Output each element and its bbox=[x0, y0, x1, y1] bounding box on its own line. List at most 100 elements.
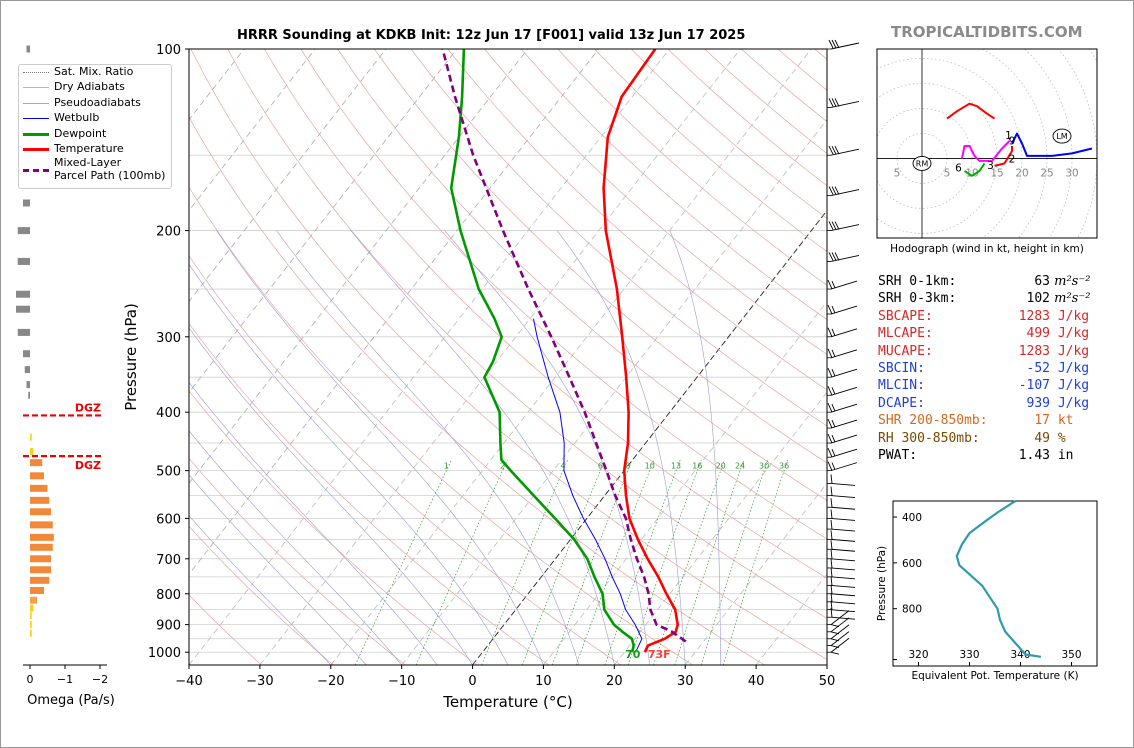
wind-barb bbox=[827, 448, 858, 458]
barb-flag bbox=[831, 434, 836, 443]
stat-unit: J/kg bbox=[1050, 395, 1090, 411]
wind-barb bbox=[827, 608, 856, 620]
hodograph-plot-area: 5 5 10 15 20 25 30 RM LM 19 3 2 6 bbox=[877, 49, 1097, 238]
barb-flag bbox=[830, 567, 833, 577]
barb-flag bbox=[831, 98, 837, 107]
profile-temperature bbox=[602, 49, 679, 653]
y-tick-label: 1000 bbox=[148, 646, 181, 661]
wind-barb bbox=[827, 637, 850, 655]
dry-adiabat bbox=[190, 49, 827, 660]
barb-flag bbox=[830, 509, 833, 519]
mixing-ratio-label: 2 bbox=[500, 462, 505, 471]
stat-label: SBCAPE: bbox=[878, 308, 933, 324]
stat-row: MUCAPE: 1283 J/kg bbox=[878, 343, 1090, 360]
wind-barb bbox=[827, 530, 856, 542]
omega-bar bbox=[30, 555, 51, 563]
wind-barb bbox=[827, 509, 856, 521]
hodograph-ring-label: 30 bbox=[1065, 167, 1078, 179]
stat-label: DCAPE: bbox=[878, 395, 925, 411]
x-tick-label: 30 bbox=[677, 674, 694, 689]
barb-flag bbox=[827, 402, 833, 413]
moist-adiabat bbox=[444, 230, 651, 665]
barb-flag bbox=[828, 146, 834, 155]
barb-flag bbox=[834, 186, 840, 195]
wind-barb bbox=[827, 98, 860, 108]
barb-flag bbox=[831, 419, 836, 428]
wind-barb bbox=[827, 461, 858, 472]
barb-flag bbox=[830, 549, 833, 559]
wind-barb bbox=[827, 252, 860, 262]
x-tick-label: −30 bbox=[246, 674, 273, 689]
isotherm-line bbox=[189, 49, 387, 303]
stat-unit: J/kg bbox=[1050, 326, 1090, 342]
omega-bar bbox=[30, 629, 32, 637]
omega-bar bbox=[17, 328, 30, 336]
wind-barb bbox=[827, 474, 856, 486]
wind-barb bbox=[827, 540, 856, 552]
skewt-plot-area: 1 2 4 6 8 10 13 16 20 24 30 36 bbox=[189, 49, 827, 665]
chart-title: HRRR Sounding at KDKB Init: 12z Jun 17 [… bbox=[237, 28, 746, 43]
moist-adiabat bbox=[556, 230, 686, 665]
hodograph-ring-label: 10 bbox=[965, 167, 978, 179]
omega-bar bbox=[23, 199, 30, 207]
dry-adiabat bbox=[189, 525, 334, 665]
dry-adiabat bbox=[189, 116, 765, 665]
omega-bar bbox=[30, 508, 51, 516]
moist-adiabat bbox=[189, 515, 332, 665]
hodograph-ring-label: 5 bbox=[944, 167, 951, 179]
barb-flag bbox=[831, 403, 836, 412]
stat-value: 17 bbox=[1034, 413, 1050, 429]
omega-bar bbox=[26, 381, 30, 389]
barb-flag bbox=[827, 304, 833, 315]
wind-barb bbox=[827, 348, 858, 359]
barb-flag bbox=[830, 600, 833, 610]
omega-bar bbox=[17, 257, 30, 265]
stat-label: MLCIN: bbox=[878, 378, 925, 394]
wind-barb bbox=[827, 327, 858, 338]
wind-barb bbox=[827, 486, 856, 499]
stat-unit: in bbox=[1050, 447, 1074, 463]
legend-label: Mixed-Layer bbox=[54, 156, 122, 170]
site-brand[interactable]: TROPICALTIDBITS.COM bbox=[891, 23, 1083, 41]
wind-barb bbox=[827, 221, 860, 232]
legend-label: Wetbulb bbox=[54, 111, 100, 125]
legend-label-2: Parcel Path (100mb) bbox=[54, 168, 166, 182]
profile-dewpoint bbox=[449, 49, 635, 653]
legend-label: Sat. Mix. Ratio bbox=[54, 65, 134, 78]
x-tick-label: 50 bbox=[819, 674, 836, 689]
stat-value: 1283 bbox=[1018, 308, 1050, 324]
barb-staff bbox=[830, 631, 850, 646]
hodograph-segment bbox=[946, 102, 996, 120]
barb-flag bbox=[830, 474, 833, 484]
barb-flag bbox=[831, 252, 837, 261]
stat-value: 63 bbox=[1034, 274, 1050, 289]
barb-staff bbox=[830, 576, 856, 580]
omega-bar bbox=[26, 45, 30, 53]
barb-staff bbox=[830, 584, 856, 588]
barb-staff bbox=[830, 528, 856, 532]
barb-staff bbox=[830, 624, 850, 640]
barb-flag bbox=[830, 608, 833, 618]
barb-flag bbox=[827, 386, 833, 396]
omega-bar bbox=[30, 586, 44, 594]
omega-bar bbox=[30, 484, 48, 492]
theta-e-y-title: Pressure (hPa) bbox=[876, 546, 888, 621]
barb-staff bbox=[830, 609, 856, 613]
barb-flag bbox=[831, 387, 836, 395]
mixing-ratio-label: 6 bbox=[598, 462, 603, 471]
isotherm-line bbox=[189, 49, 316, 212]
barb-staff bbox=[830, 637, 850, 653]
dry-adiabat bbox=[300, 49, 827, 540]
barb-flag bbox=[827, 418, 833, 429]
barb-staff bbox=[830, 558, 856, 562]
dry-adiabat bbox=[189, 322, 550, 665]
hodograph-height-label: 6 bbox=[955, 162, 962, 174]
barb-flag bbox=[830, 486, 833, 496]
mixing-ratio-line bbox=[551, 459, 633, 665]
barb-staff bbox=[830, 616, 856, 620]
hodograph-height-label: 1 bbox=[1005, 130, 1012, 142]
stat-value: 1.43 bbox=[1018, 447, 1050, 463]
barb-flag bbox=[830, 530, 833, 540]
legend-label: Temperature bbox=[54, 141, 124, 155]
moist-adiabat bbox=[189, 474, 367, 665]
